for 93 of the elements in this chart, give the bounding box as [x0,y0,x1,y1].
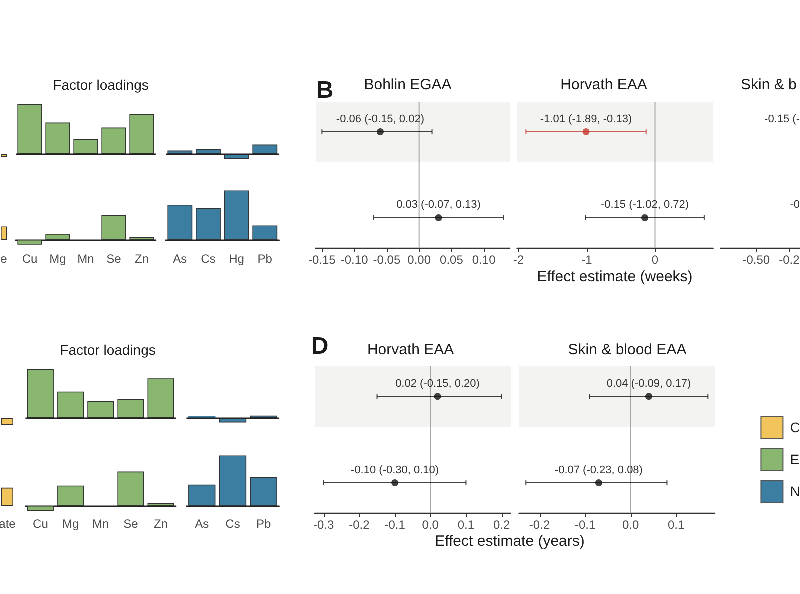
bar [88,401,114,418]
bar [130,114,154,154]
data-label: -0.07 (-0.23, 0.08) [554,464,643,476]
bar [196,208,221,240]
x-tick-label: -0.05 [373,253,401,267]
chart-title: Factor loadings [53,77,149,93]
x-tick-label: Mn [92,517,110,531]
x-tick-label: -2 [513,253,524,267]
bar [2,488,14,506]
bar [58,392,84,418]
x-axis-title: Effect estimate (years) [435,533,585,550]
bar [0,154,7,158]
x-tick-label: Cs [226,517,240,531]
x-tick-label: Pb [258,252,273,266]
x-tick-label: Cu [33,517,48,531]
x-tick-label: -0.15 [308,253,336,267]
bar [118,399,144,418]
legend-label: C [790,420,800,436]
chart-title: Skin & blood EAA [568,342,687,358]
bar [252,226,278,240]
chart-title: Factor loadings [60,342,156,358]
bar [250,477,278,506]
x-tick-label: Cs [201,252,216,266]
x-tick-label: -0.50 [742,253,770,267]
x-tick-label: -0.2 [529,518,550,532]
x-tick-label: Mn [78,252,94,266]
bar [28,506,54,512]
x-tick-label: -0.3 [314,518,335,532]
x-tick-label: 0.1 [458,518,475,532]
x-tick-label: 0 [652,253,659,267]
data-label: 0.03 (-0.07, 0.13) [396,199,481,212]
bar [46,122,70,154]
data-label: 0.04 (-0.09, 0.17) [606,378,692,390]
chart-title: Horvath EAA [560,76,648,94]
x-tick-label: ate [0,517,16,531]
x-tick-label: Zn [134,252,150,266]
data-label: -0.06 (-0.15, 0.02) [336,113,424,126]
x-tick-label: 0.05 [440,253,464,267]
x-tick-label: 0.0 [422,518,440,532]
x-tick-label: -0.1 [384,518,406,532]
x-tick-label: As [173,252,188,266]
x-tick-label: Mg [50,252,66,266]
x-tick-label: -0.2 [779,253,800,267]
bar [28,369,54,418]
x-tick-label: Zn [154,517,168,531]
bar [196,149,221,154]
bar [18,240,42,245]
x-tick-label: e [0,252,8,266]
x-tick-label: 0.1 [668,518,685,532]
bar [168,204,193,240]
chart-title: Horvath EAA [367,342,454,358]
bar [102,215,126,240]
bar [219,456,247,506]
bar [0,226,7,240]
x-tick-label: Se [106,252,122,266]
bar [46,234,70,240]
x-tick-label: 0.0 [622,518,640,532]
x-tick-label: As [195,517,210,531]
x-tick-label: -1 [582,253,593,267]
x-tick-label: Hg [229,252,244,266]
x-tick-label: 0.2 [493,518,510,532]
x-tick-label: -0.1 [574,518,596,532]
bar [102,128,126,154]
bar [118,472,144,506]
text: -0 [790,199,800,212]
data-label: -0.15 (-1.02, 0.72) [600,199,690,212]
x-tick-label: 0.00 [408,253,432,267]
chart-title: Bohlin EGAA [364,76,452,94]
data-label: 0.02 (-0.15, 0.20) [396,378,480,390]
x-tick-label: Mg [62,517,80,531]
bar [188,484,216,506]
text: -0.15 (- [764,113,800,126]
x-tick-label: -0.10 [340,253,369,267]
legend-label: E [790,452,800,468]
x-axis-title: Effect estimate (weeks) [537,268,693,286]
bar [252,144,278,154]
text: D [311,333,329,360]
bar [74,139,98,154]
x-tick-label: Pb [256,517,272,531]
data-label: -1.01 (-1.89, -0.13) [540,113,632,126]
x-tick-label: Cu [22,252,38,266]
bar [18,104,42,154]
bar [224,190,250,240]
data-label: -0.10 (-0.30, 0.10) [351,464,440,476]
chart-title: Skin & b [741,76,797,94]
x-tick-label: -0.2 [349,518,370,532]
legend-label: N [790,484,800,500]
bar [58,486,84,506]
bar [148,378,174,418]
bar [2,418,14,426]
annotation: B [316,77,334,104]
x-tick-label: 0.10 [472,253,496,267]
x-tick-label: Se [124,517,139,531]
